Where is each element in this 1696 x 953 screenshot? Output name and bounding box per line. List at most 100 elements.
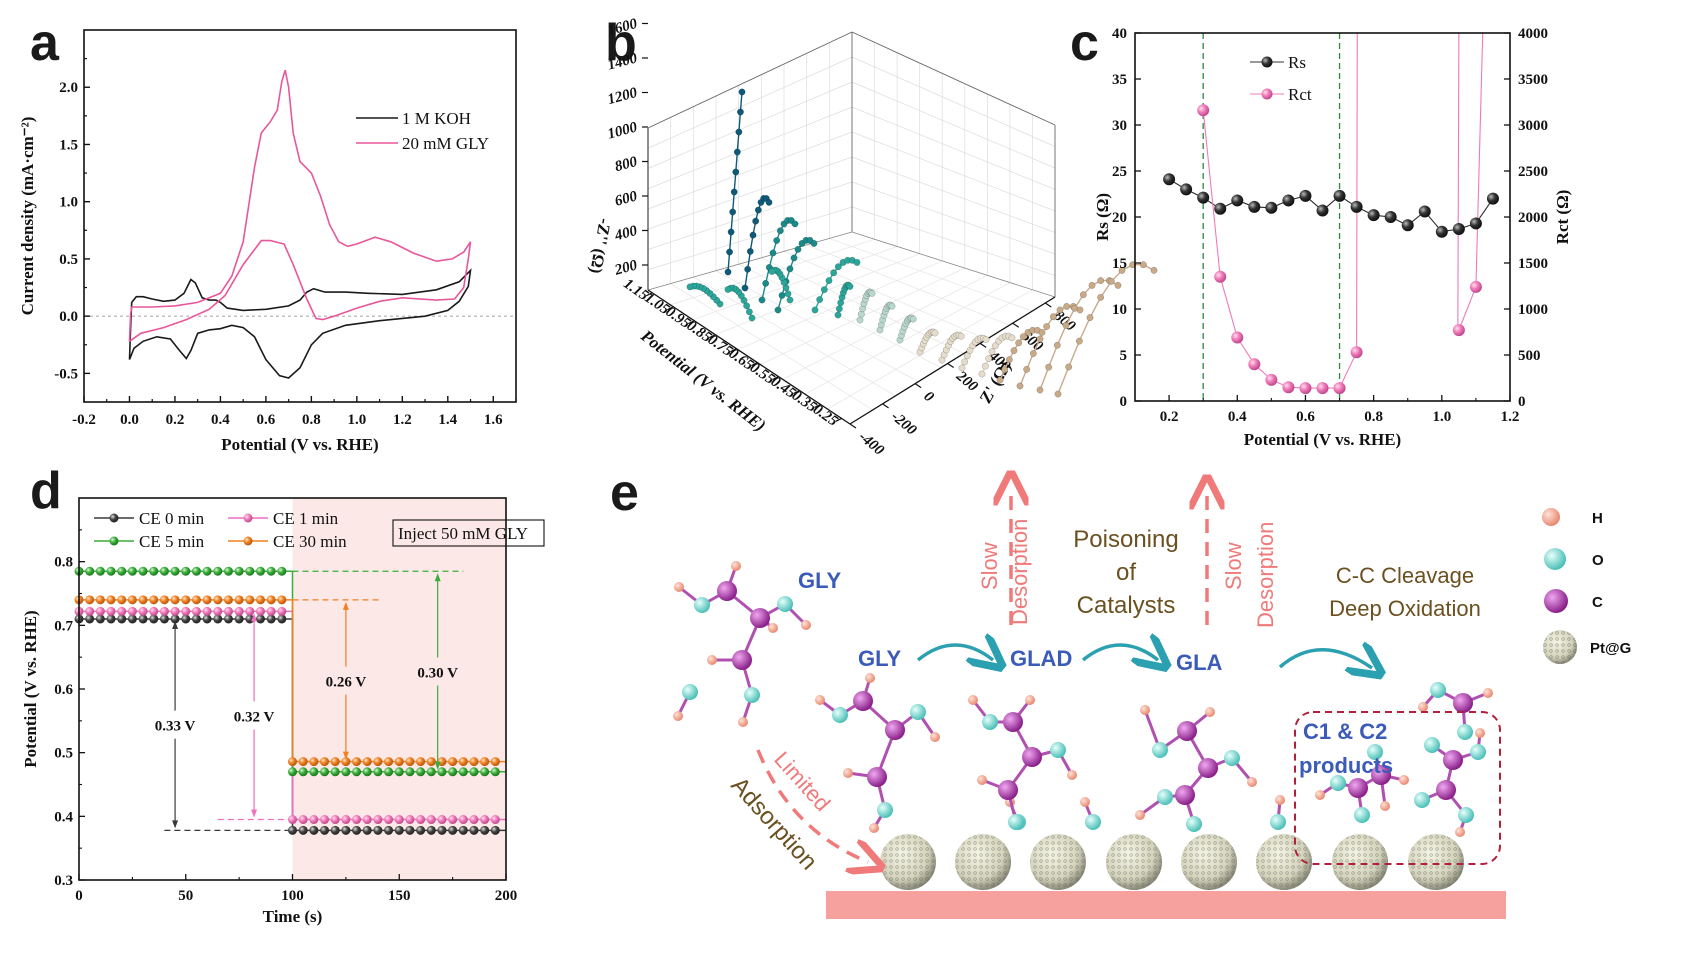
panel-letter-e: e: [610, 464, 639, 522]
x-tick-label: 1.0: [1432, 409, 1451, 425]
rs-point: [1452, 222, 1465, 235]
grid-line: [715, 253, 920, 335]
trace-point: [309, 757, 319, 767]
legend-swatch-marker-0: [109, 513, 119, 523]
trace-point: [416, 767, 426, 777]
oxygen-atom-icon: [1354, 807, 1370, 823]
y-tick-label: 0.8: [54, 555, 73, 571]
trace-point: [458, 767, 468, 777]
zimag-tick-label: 1000: [606, 119, 640, 142]
trace-point: [469, 815, 479, 825]
y2-tick-label: 0: [1518, 394, 1526, 410]
trace-point: [426, 815, 436, 825]
trace-point: [255, 606, 265, 616]
delta-label-3: 0.26 V: [326, 675, 367, 691]
legend-o-atom-icon: [1544, 548, 1566, 570]
carbon-atom-icon: [717, 581, 737, 601]
trace-point: [234, 614, 244, 624]
hydrogen-atom-icon: [977, 775, 987, 785]
trace-point: [149, 614, 159, 624]
poisoning-text: Poisoning of Catalysts: [1073, 526, 1178, 619]
trace-point: [320, 825, 330, 835]
y-axis-label: Current density (mA·cm⁻²): [18, 117, 37, 316]
rct-point: [1299, 382, 1312, 395]
desorption-label-1: Desorption: [1007, 519, 1032, 625]
delta-label-0: 0.33 V: [155, 719, 196, 735]
trace-point: [202, 595, 212, 605]
oxygen-atom-icon: [1085, 814, 1101, 830]
trace-point: [384, 825, 394, 835]
rct-point: [1231, 331, 1244, 344]
plot-frame: [83, 29, 517, 403]
x-tick-label: 1.0: [347, 412, 366, 428]
grid-line: [647, 56, 853, 149]
plot-frame: [1134, 32, 1511, 402]
trace-point: [277, 606, 287, 616]
trace-point: [255, 614, 265, 624]
ptg-sphere-texture: [1408, 834, 1464, 890]
trace-point: [448, 815, 458, 825]
oxygen-atom-icon: [682, 684, 698, 700]
grid-line: [647, 206, 853, 271]
grid-line: [827, 289, 1033, 410]
carbon-atom-icon: [1443, 750, 1463, 770]
rct-point: [1197, 104, 1210, 117]
rct-series-line: [1202, 110, 1477, 389]
trace-point: [170, 606, 180, 616]
rct-point: [1214, 270, 1227, 283]
y-tick-label: 25: [1112, 164, 1127, 180]
slow-label-1: Slow: [977, 542, 1002, 590]
nyquist-point: [752, 217, 760, 225]
trace-point: [330, 815, 340, 825]
trace-point: [352, 815, 362, 825]
trace-point: [341, 825, 351, 835]
legend-label-0: Rs: [1288, 53, 1306, 72]
trace-point: [437, 815, 447, 825]
trace-point: [117, 614, 127, 624]
oxygen-atom-icon: [982, 714, 998, 730]
trace-point: [320, 815, 330, 825]
trace-point: [170, 595, 180, 605]
nyquist-point: [735, 128, 743, 136]
grid-line: [829, 238, 1033, 312]
trace-point: [384, 757, 394, 767]
x-tick-label: 1.6: [484, 412, 503, 428]
desorption-label-2: Desorption: [1253, 522, 1278, 628]
rs-point: [1316, 204, 1329, 217]
trace-point: [384, 815, 394, 825]
oxygen-atom-icon: [1270, 814, 1286, 830]
trace-point: [170, 566, 180, 576]
nyquist-point: [1010, 347, 1018, 355]
ptg-sphere-texture: [1030, 834, 1086, 890]
delta-arrowhead-up: [342, 601, 349, 610]
zreal-tick-label: -400: [855, 429, 887, 459]
nyquist-point: [834, 311, 842, 319]
oxygen-atom-icon: [1457, 724, 1473, 740]
resistance-plot-area: 0.2 0.4 0.6 0.8 1.0 1.20510152025303540050010…: [1093, 26, 1572, 449]
nyquist-point: [1029, 350, 1037, 357]
trace-point: [277, 595, 287, 605]
hydrogen-atom-icon: [1475, 728, 1485, 738]
y-tick-label: 30: [1112, 118, 1127, 134]
trace-point: [309, 767, 319, 777]
nyquist-point: [778, 292, 786, 299]
trace-point: [320, 757, 330, 767]
y2-tick-label: 1500: [1518, 256, 1548, 272]
trace-point: [277, 566, 287, 576]
y-tick-label: 0: [1120, 394, 1128, 410]
nyquist-point: [853, 259, 861, 266]
nyquist-point: [1097, 277, 1105, 285]
trace-point: [106, 606, 116, 616]
zimag-tick-label: 1400: [606, 50, 640, 73]
potential-tick: [688, 320, 695, 325]
nyquist-point: [1023, 365, 1031, 373]
y-tick-label: 2.0: [59, 80, 78, 96]
nyquist-arc-line: [1019, 305, 1081, 387]
nyquist-point: [810, 240, 818, 247]
potential-tick: [666, 306, 674, 311]
rs-point: [1333, 189, 1346, 202]
nyquist-point: [724, 286, 732, 293]
nyquist-point: [825, 277, 833, 285]
nyquist-point: [754, 206, 762, 214]
